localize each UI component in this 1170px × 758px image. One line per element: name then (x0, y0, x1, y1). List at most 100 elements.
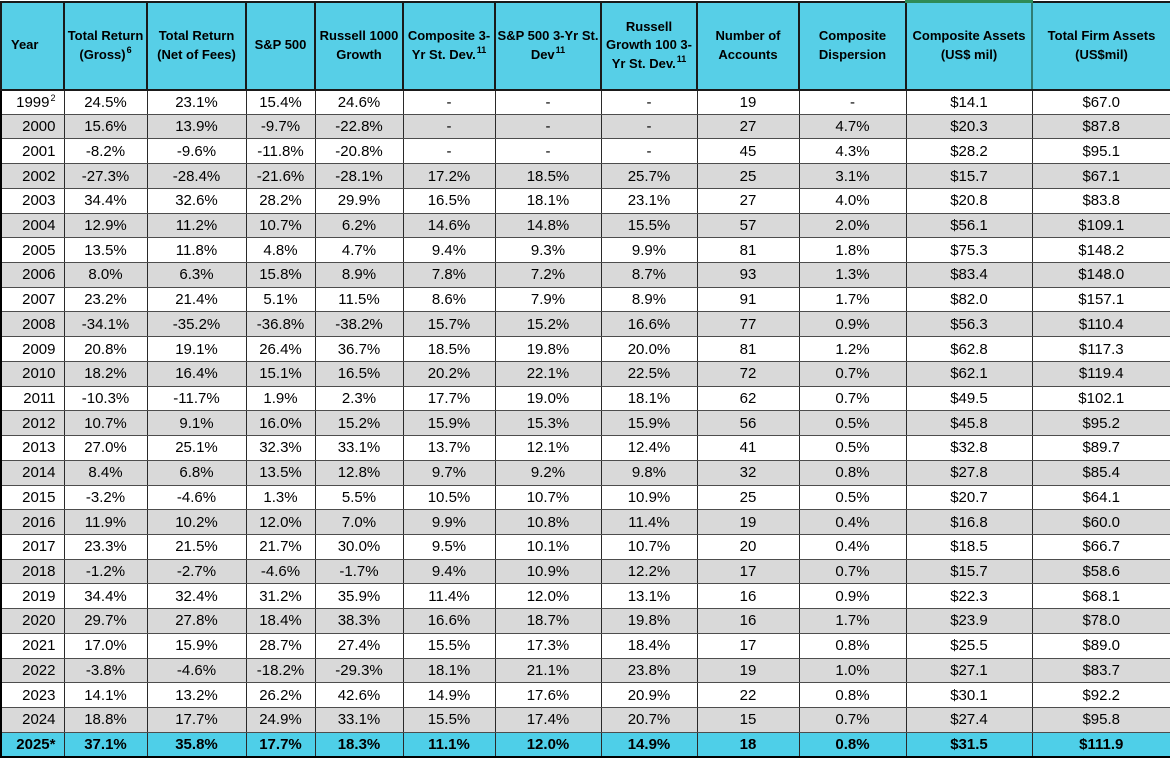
cell-total-firm-assets: $95.8 (1031, 706, 1170, 733)
cell-year: 2023 (0, 682, 65, 708)
cell-sp500-3yr-st-dev: 10.8% (494, 509, 602, 535)
cell-year: 19992 (0, 89, 65, 115)
cell-year: 2005 (0, 237, 65, 264)
cell-total-firm-assets: $110.4 (1031, 311, 1170, 338)
cell-year: 2001 (0, 138, 65, 165)
table-row-2023: 2023 14.1% 13.2% 26.2% 42.6% 14.9% 17.6% 20.9% 2… (0, 682, 1170, 708)
cell-number-of-accounts: 16 (696, 608, 800, 634)
cell-composite-3yr-st-dev: 18.5% (402, 336, 496, 362)
table-row-2019: 2019 34.4% 32.4% 31.2% 35.9% 11.4% 12.0% 13.1% 1… (0, 583, 1170, 610)
cell-total-return-net: 17.7% (146, 706, 247, 733)
cell-year: 2010 (0, 360, 65, 387)
cell-year: 2003 (0, 187, 65, 214)
cell-composite-assets: $49.5 (905, 385, 1033, 412)
table-row-2000: 2000 15.6% 13.9% -9.7% -22.8% - - -27 4.7% $20.3 $… (0, 113, 1170, 140)
cell-sp500-3yr-st-dev: 10.7% (494, 484, 602, 511)
cell-russell-1000-growth: 12.8% (314, 459, 404, 486)
cell-sp500-3yr-st-dev: 17.3% (494, 632, 602, 659)
cell-composite-3yr-st-dev: 11.4% (402, 583, 496, 610)
cell-composite-dispersion: 1.7% (798, 286, 907, 313)
cell-composite-assets: $30.1 (905, 682, 1033, 708)
table-row-1999: 19992 24.5% 23.1% 15.4% 24.6% - - -19- $14.1 $67.… (0, 89, 1170, 115)
cell-composite-3yr-st-dev: - (402, 89, 496, 115)
cell-composite-dispersion: 1.3% (798, 262, 907, 288)
table-row-2013: 2013 27.0% 25.1% 32.3% 33.1% 13.7% 12.1% 12.4% 4… (0, 435, 1170, 461)
cell-total-return-net: 6.3% (146, 262, 247, 288)
header-cell-composite-3yr-st-dev: Composite 3-Yr St. Dev.11 (402, 0, 496, 91)
cell-total-return-net: -35.2% (146, 311, 247, 338)
cell-russell-growth-100-3yr-st-dev: 12.2% (600, 558, 698, 585)
cell-russell-growth-100-3yr-st-dev: 8.7% (600, 262, 698, 288)
cell-year: 2019 (0, 583, 65, 610)
cell-composite-3yr-st-dev: 17.7% (402, 385, 496, 412)
cell-composite-assets: $32.8 (905, 435, 1033, 461)
cell-total-firm-assets: $117.3 (1031, 336, 1170, 362)
cell-composite-3yr-st-dev: 20.2% (402, 360, 496, 387)
header-cell-number-of-accounts: Number of Accounts (696, 0, 800, 91)
header-cell-composite-dispersion: Composite Dispersion (798, 0, 907, 91)
cell-total-return-gross: 27.0% (63, 435, 148, 461)
cell-total-return-net: 21.5% (146, 533, 247, 560)
cell-sp500: 10.7% (245, 212, 316, 239)
cell-total-return-gross: 8.0% (63, 262, 148, 288)
cell-number-of-accounts: 56 (696, 410, 800, 437)
cell-total-return-gross: -3.8% (63, 657, 148, 684)
cell-total-return-net: -11.7% (146, 385, 247, 412)
cell-russell-1000-growth: 29.9% (314, 187, 404, 214)
cell-number-of-accounts: 91 (696, 286, 800, 313)
header-label: Total Return (Net of Fees) (157, 28, 236, 62)
cell-composite-3yr-st-dev: 15.5% (402, 706, 496, 733)
cell-sp500-3yr-st-dev: - (494, 113, 602, 140)
cell-total-return-net: 35.8% (146, 731, 247, 758)
cell-total-firm-assets: $89.0 (1031, 632, 1170, 659)
cell-sp500: 15.8% (245, 262, 316, 288)
cell-year: 2020 (0, 608, 65, 634)
cell-total-return-gross: 37.1% (63, 731, 148, 758)
header-cell-composite-assets: Composite Assets (US$ mil) (905, 0, 1033, 91)
table-row-2024: 2024 18.8% 17.7% 24.9% 33.1% 15.5% 17.4% 20.7% 1… (0, 706, 1170, 733)
cell-russell-1000-growth: -22.8% (314, 113, 404, 140)
cell-composite-dispersion: 0.8% (798, 459, 907, 486)
cell-year: 2000 (0, 113, 65, 140)
cell-composite-dispersion: 2.0% (798, 212, 907, 239)
cell-number-of-accounts: 72 (696, 360, 800, 387)
cell-composite-assets: $18.5 (905, 533, 1033, 560)
cell-total-return-gross: 13.5% (63, 237, 148, 264)
cell-year: 2009 (0, 336, 65, 362)
cell-russell-1000-growth: 30.0% (314, 533, 404, 560)
header-cell-sp500-3yr-st-dev: S&P 500 3-Yr St. Dev11 (494, 0, 602, 91)
cell-russell-1000-growth: 5.5% (314, 484, 404, 511)
year-superscript: 2 (50, 92, 56, 103)
cell-year: 2014 (0, 459, 65, 486)
table-row-2015: 2015 -3.2% -4.6% 1.3% 5.5% 10.5% 10.7% 10.9% 25 0… (0, 484, 1170, 511)
cell-composite-assets: $15.7 (905, 163, 1033, 189)
header-label: Year (11, 37, 39, 53)
cell-composite-assets: $27.1 (905, 657, 1033, 684)
cell-year: 2008 (0, 311, 65, 338)
cell-total-firm-assets: $87.8 (1031, 113, 1170, 140)
cell-russell-1000-growth: 2.3% (314, 385, 404, 412)
cell-russell-growth-100-3yr-st-dev: 20.7% (600, 706, 698, 733)
cell-sp500-3yr-st-dev: 17.4% (494, 706, 602, 733)
cell-total-return-net: 21.4% (146, 286, 247, 313)
table-header: Year Total Return (Gross)6 Total Return (N… (0, 0, 1170, 91)
cell-year: 2024 (0, 706, 65, 733)
header-superscript: 11 (676, 54, 687, 65)
cell-sp500: 18.4% (245, 608, 316, 634)
cell-composite-3yr-st-dev: 9.9% (402, 509, 496, 535)
cell-russell-growth-100-3yr-st-dev: 13.1% (600, 583, 698, 610)
cell-sp500-3yr-st-dev: 12.0% (494, 731, 602, 758)
cell-total-return-gross: 11.9% (63, 509, 148, 535)
cell-composite-dispersion: 0.4% (798, 509, 907, 535)
cell-total-return-gross: 8.4% (63, 459, 148, 486)
cell-russell-growth-100-3yr-st-dev: 14.9% (600, 731, 698, 758)
cell-year: 2015 (0, 484, 65, 511)
cell-composite-3yr-st-dev: 11.1% (402, 731, 496, 758)
cell-total-return-net: 23.1% (146, 89, 247, 115)
cell-total-firm-assets: $109.1 (1031, 212, 1170, 239)
cell-composite-assets: $62.1 (905, 360, 1033, 387)
cell-composite-assets: $27.8 (905, 459, 1033, 486)
cell-composite-3yr-st-dev: 9.4% (402, 558, 496, 585)
cell-year: 2025* (0, 731, 65, 758)
header-cell-sp500: S&P 500 (245, 0, 316, 91)
